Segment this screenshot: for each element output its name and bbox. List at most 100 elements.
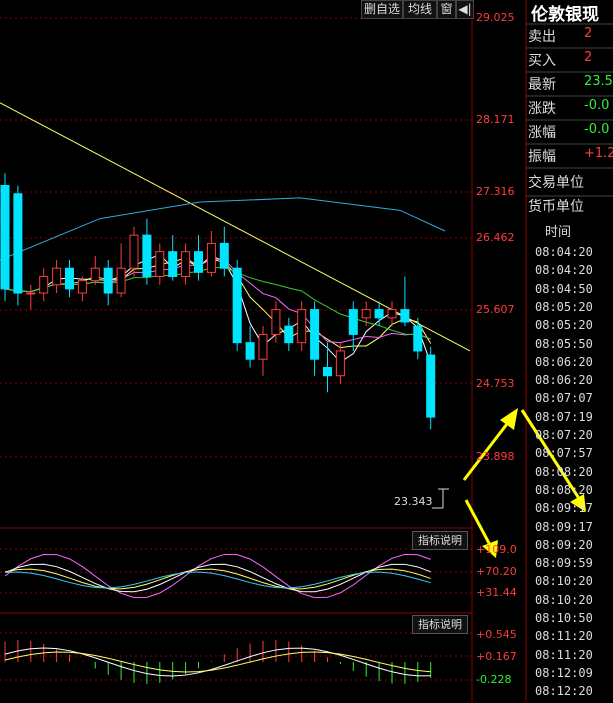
macd-dea-line: [4, 651, 431, 673]
time-list-item[interactable]: 08:09:17: [535, 519, 593, 534]
candle-up: [335, 350, 345, 377]
quote-label: 货币单位: [528, 199, 584, 215]
remove-watchlist-button[interactable]: 删自选: [361, 0, 403, 19]
candle-down: [323, 366, 332, 377]
time-list-item[interactable]: 08:09:59: [535, 556, 593, 571]
candle-up: [52, 267, 62, 286]
annotation-arrow-head: [500, 408, 518, 430]
annotation-arrow-shaft: [520, 409, 582, 501]
price-axis-label: 23.898: [476, 450, 515, 463]
candle-down: [194, 251, 203, 273]
indicator-axis-label: +70.20: [476, 565, 517, 578]
candle-up: [90, 267, 100, 282]
macd-dif-line: [4, 647, 431, 677]
candle-down: [374, 309, 384, 319]
quote-label: 卖出: [528, 29, 556, 45]
candle-up: [361, 309, 371, 319]
time-list-item[interactable]: 08:11:20: [535, 629, 593, 644]
quote-value: 23.5: [584, 74, 613, 89]
candle-down: [219, 242, 229, 269]
candle-up: [26, 292, 36, 295]
time-list-item[interactable]: 08:11:20: [535, 647, 593, 662]
quote-row: 最新 23.5: [528, 74, 613, 98]
quote-row: 振幅 +1.2: [528, 146, 613, 170]
ma5-line: [4, 253, 432, 364]
ma60-line: [0, 197, 446, 261]
time-header: 时间: [545, 225, 572, 240]
quote-value: -0.0: [584, 122, 610, 137]
candle-up: [258, 333, 268, 360]
price-axis-label: 24.753: [476, 377, 515, 390]
candle-up: [206, 242, 216, 273]
time-list-item[interactable]: 08:07:19: [535, 409, 593, 424]
time-list-item[interactable]: 08:09:17: [535, 501, 593, 516]
time-list-item[interactable]: 08:12:09: [535, 665, 593, 680]
quote-label: 涨幅: [528, 125, 556, 141]
quote-value: +1.2: [584, 146, 613, 161]
candle-up: [77, 280, 87, 294]
annotation-arrow-shaft: [462, 419, 512, 481]
indicator-help-button[interactable]: 指标说明: [412, 531, 468, 550]
time-list-item[interactable]: 08:07:20: [535, 428, 593, 442]
candle-down: [0, 185, 10, 290]
indicator-axis-label: +31.44: [476, 586, 517, 599]
time-list-item[interactable]: 08:05:20: [535, 299, 593, 314]
ma30-line: [4, 266, 431, 340]
candle-up: [271, 309, 281, 335]
instrument-title: 伦敦银现: [531, 5, 599, 24]
time-list-item[interactable]: 08:12:20: [535, 684, 593, 699]
price-axis-label: 25.607: [476, 303, 515, 316]
time-list-item[interactable]: 08:08:20: [535, 482, 593, 497]
indicator-axis-label: -0.228: [476, 673, 512, 686]
quote-label: 振幅: [528, 149, 556, 165]
kdj-k-line: [4, 563, 431, 593]
time-list-item[interactable]: 08:05:50: [535, 336, 593, 351]
price-axis-label: 28.171: [476, 113, 515, 126]
time-list-item[interactable]: 08:10:20: [535, 574, 593, 589]
time-list-item[interactable]: 08:09:20: [535, 537, 593, 552]
kdj-j-line: [4, 553, 431, 599]
time-list-item[interactable]: 08:10:20: [535, 592, 593, 607]
time-list-item[interactable]: 08:04:50: [535, 281, 593, 296]
candle-up: [155, 251, 165, 277]
quote-row: 买入 2: [528, 50, 613, 74]
window-button[interactable]: 窗: [437, 0, 456, 19]
time-list-item[interactable]: 08:05:20: [535, 318, 593, 333]
quote-label: 最新: [528, 77, 556, 93]
indicator-help-button[interactable]: 指标说明: [412, 615, 468, 634]
time-list-item[interactable]: 08:08:20: [535, 464, 593, 479]
time-list-item[interactable]: 08:07:07: [535, 391, 593, 406]
candle-down: [310, 309, 320, 360]
price-axis-label: 26.462: [476, 231, 515, 244]
quote-value: -0.0: [584, 98, 610, 113]
candle-up: [181, 251, 191, 277]
quote-row: 交易单位: [528, 172, 613, 196]
candle-down: [426, 354, 436, 418]
price-axis-label: 27.316: [476, 185, 515, 198]
candle-up: [116, 267, 126, 294]
quote-label: 买入: [528, 53, 556, 69]
indicator-axis-label: +0.545: [476, 628, 517, 641]
collapse-panel-button[interactable]: ◀|: [456, 0, 474, 19]
candle-down: [284, 325, 294, 344]
low-price-marker: 23.343: [394, 495, 433, 508]
indicator-axis-label: +109.0: [476, 543, 517, 556]
annotation-arrow-shaft: [464, 499, 492, 546]
time-list-item[interactable]: 08:10:50: [535, 611, 593, 625]
annotation-arrow-head: [482, 540, 498, 558]
time-list-item[interactable]: 08:04:20: [535, 263, 593, 278]
quote-label: 交易单位: [528, 175, 584, 191]
quote-row: 货币单位: [528, 196, 613, 220]
moving-average-button[interactable]: 均线: [403, 0, 437, 19]
candle-down: [13, 193, 23, 294]
time-list-item[interactable]: 08:06:20: [535, 354, 593, 369]
time-list-item[interactable]: 08:06:20: [535, 373, 593, 388]
time-list-item[interactable]: 08:04:20: [535, 245, 593, 259]
price-axis-label: 29.025: [476, 11, 515, 24]
annotation-arrow-head: [570, 494, 586, 512]
candle-down: [413, 325, 423, 352]
time-list-item[interactable]: 08:07:57: [535, 446, 593, 461]
candle-up: [129, 234, 139, 269]
candle-down: [348, 309, 358, 335]
